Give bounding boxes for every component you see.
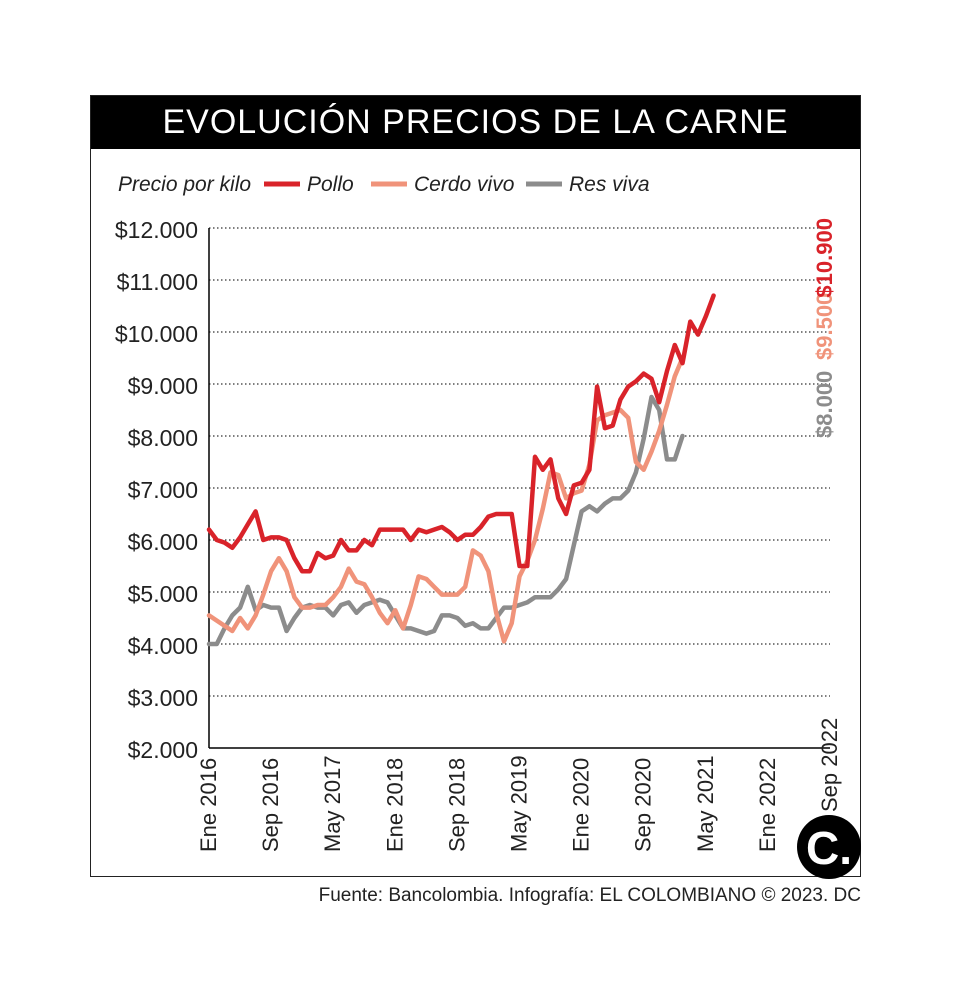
y-tick-label: $9.000: [128, 373, 198, 399]
y-tick-label: $12.000: [115, 217, 198, 243]
end-label-res: $8.000: [812, 371, 837, 438]
x-tick-label: May 2019: [507, 755, 532, 852]
y-tick-label: $6.000: [128, 529, 198, 555]
x-tick-label: Sep 2020: [631, 758, 656, 852]
legend-label-pollo: Pollo: [307, 173, 354, 196]
legend: Precio por kilo Pollo Cerdo vivo Res viva: [118, 173, 650, 196]
x-tick-label: Ene 2020: [569, 758, 594, 852]
y-tick-label: $3.000: [128, 685, 198, 711]
logo-text: C.: [806, 822, 852, 874]
x-tick-label: Ene 2016: [196, 758, 221, 852]
legend-title: Precio por kilo: [118, 173, 251, 196]
source-credit: Fuente: Bancolombia. Infografía: EL COLO…: [318, 885, 861, 906]
series-line-pollo: [206, 293, 716, 574]
chart-frame: EVOLUCIÓN PRECIOS DE LA CARNE: [90, 95, 861, 877]
grid-layer: [209, 227, 830, 697]
x-tick-label: May 2021: [693, 755, 718, 852]
x-tick-label: Ene 2018: [382, 758, 407, 852]
y-tick-label: $11.000: [117, 269, 198, 295]
chart-title: EVOLUCIÓN PRECIOS DE LA CARNE: [91, 96, 860, 149]
x-tick-label: Sep 2018: [444, 758, 469, 852]
end-label-pollo: $10.900: [812, 218, 837, 298]
x-tick-label: Ene 2022: [755, 758, 780, 852]
end-label-cerdo: $9.500: [812, 293, 837, 360]
legend-label-cerdo: Cerdo vivo: [414, 173, 515, 196]
series-line-res: [206, 394, 685, 647]
y-tick-label: $7.000: [128, 477, 198, 503]
legend-label-res: Res viva: [569, 173, 650, 196]
x-tick-label: Sep 2022: [817, 718, 842, 812]
y-tick-label: $10.000: [115, 321, 198, 347]
x-tick-label: May 2017: [320, 755, 345, 852]
y-tick-label: $5.000: [128, 581, 198, 607]
series-layer: [206, 293, 716, 647]
end-labels: $8.000 $9.500$10.900: [812, 218, 837, 438]
y-tick-label: $4.000: [128, 633, 198, 659]
y-tick-label: $8.000: [128, 425, 198, 451]
y-tick-label: $2.000: [128, 737, 198, 763]
axis-layer: $2.000 $3.000 $4.000 $5.000 $6.000 $7.000 $8.0…: [115, 217, 842, 852]
el-colombiano-logo: C.: [797, 815, 861, 879]
x-tick-label: Sep 2016: [258, 758, 283, 852]
